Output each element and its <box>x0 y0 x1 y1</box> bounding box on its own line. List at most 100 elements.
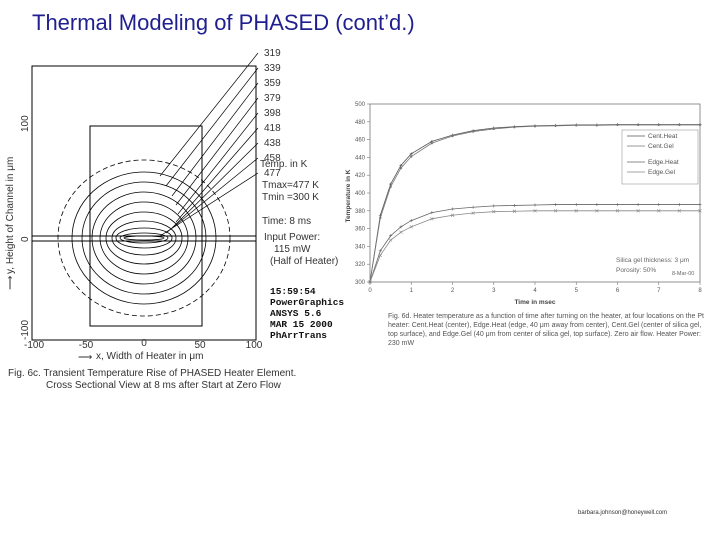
data-point <box>388 238 393 242</box>
y-tick-label: -100 <box>20 320 31 340</box>
contour-line <box>57 159 231 317</box>
leader-line <box>175 127 259 223</box>
data-point <box>451 134 454 138</box>
leader-line <box>159 52 259 177</box>
contour-label: 418 <box>264 123 281 134</box>
data-point <box>657 123 660 127</box>
y-tick-label: 440 <box>355 155 366 161</box>
ansys-stamp-line: 15:59:54 <box>270 286 316 297</box>
legend-entry: Edge.Heat <box>648 159 679 166</box>
data-point <box>492 127 495 131</box>
tmax-label: Tmax=477 K <box>262 180 319 191</box>
leader-line <box>177 112 259 215</box>
data-point <box>512 203 516 207</box>
x-tick-label: 1 <box>410 288 414 294</box>
data-point <box>636 209 640 213</box>
contour-line <box>71 171 217 305</box>
contour-line <box>99 201 189 275</box>
data-point <box>616 203 619 207</box>
chart-caption: Fig. 6d. Heater temperature as a functio… <box>388 313 704 347</box>
data-point <box>430 141 434 145</box>
chart-legend <box>621 129 699 185</box>
contour-label: 319 <box>264 48 281 59</box>
leader-line <box>165 157 259 234</box>
data-point <box>533 209 537 213</box>
data-point <box>399 230 403 234</box>
contour-label: 458 <box>264 153 281 164</box>
contour-caption: Fig. 6c. Transient Temperature Rise of P… <box>8 368 296 392</box>
data-point <box>575 124 578 127</box>
data-point <box>636 203 640 207</box>
data-point <box>513 125 516 129</box>
leader-line <box>175 97 259 206</box>
data-point <box>430 217 434 221</box>
y-tick-label: 340 <box>355 244 366 250</box>
y-tick-label: 380 <box>355 209 366 215</box>
data-point <box>399 225 403 229</box>
temp-unit-label: Temp. in K <box>260 159 308 170</box>
data-point <box>378 249 382 253</box>
data-point <box>678 123 681 127</box>
contour-line <box>119 232 169 244</box>
data-point <box>471 211 475 215</box>
x-axis-arrow: ⟶ <box>78 352 92 363</box>
data-point <box>698 203 702 207</box>
x-tick-label: -50 <box>79 340 94 351</box>
x-tick-label: 3 <box>492 288 496 294</box>
y-axis-label: y, Height of Channel in μm <box>5 157 16 274</box>
data-point <box>698 209 702 213</box>
legend-note: Porosity: 50% <box>616 267 656 274</box>
y-tick-label: 0 <box>20 236 31 242</box>
data-point <box>595 124 599 127</box>
x-tick-label: 8 <box>698 288 702 294</box>
x-tick-label: -100 <box>24 340 44 351</box>
data-point <box>399 163 403 167</box>
slide-title: Thermal Modeling of PHASED (cont’d.) <box>32 10 415 35</box>
contour-line <box>115 227 173 249</box>
data-point <box>409 219 413 223</box>
contour-line <box>91 191 197 285</box>
x-tick-label: 7 <box>657 288 661 294</box>
heater-region-box <box>89 125 203 327</box>
data-point <box>492 209 496 214</box>
x-tick-label: 0 <box>141 338 147 349</box>
data-point <box>409 152 413 156</box>
contour-line <box>111 220 177 256</box>
data-point <box>595 209 599 213</box>
power-value-label: 115 mW <box>274 244 311 255</box>
y-tick-label: 100 <box>20 115 31 132</box>
data-point <box>389 182 393 186</box>
x-tick-label: 5 <box>575 288 579 294</box>
data-point <box>378 253 383 258</box>
ansys-stamp-line: ANSYS 5.6 <box>270 308 322 319</box>
data-point <box>595 203 599 207</box>
data-point <box>409 225 413 229</box>
ansys-stamp-line: PowerGraphics <box>270 297 345 308</box>
contour-label: 339 <box>264 63 281 74</box>
legend-entry: Cent.Heat <box>648 133 677 140</box>
time-label: Time: 8 ms <box>262 216 311 227</box>
contour-caption-line: Cross Sectional View at 8 ms after Start… <box>46 380 281 391</box>
contour-line <box>81 181 207 295</box>
data-point <box>430 211 434 215</box>
input-power-label: Input Power: <box>264 232 320 243</box>
data-point <box>368 280 372 284</box>
data-point <box>554 203 558 207</box>
data-point <box>492 204 496 208</box>
leader-line <box>171 142 259 229</box>
y-tick-label: 360 <box>355 227 366 233</box>
data-point <box>451 207 454 211</box>
data-point <box>399 166 403 170</box>
chart-y-axis-label: Temperature in K <box>345 169 352 222</box>
x-tick-label: 6 <box>616 288 620 294</box>
data-point <box>450 213 455 217</box>
contour-plot-frame <box>31 65 257 341</box>
leader-line <box>171 82 259 197</box>
leader-line <box>159 172 259 237</box>
ansys-stamp-line: PhArrTrans <box>270 330 328 341</box>
data-point <box>533 125 537 128</box>
data-point <box>657 209 661 213</box>
x-tick-label: 0 <box>368 288 372 294</box>
y-tick-label: 420 <box>355 173 366 179</box>
data-point <box>677 209 682 213</box>
